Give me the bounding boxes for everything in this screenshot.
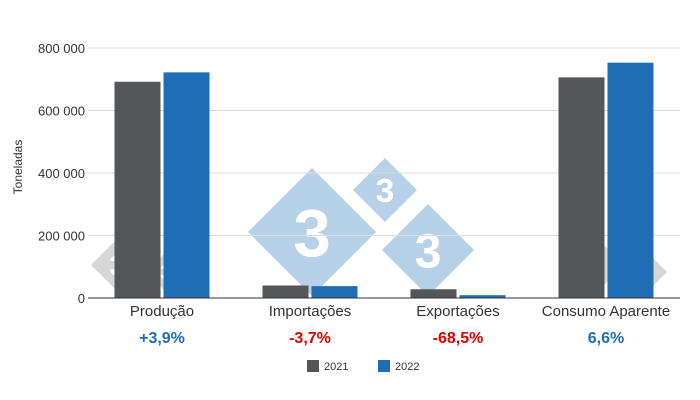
category-labels: Produção Importações Exportações Consumo Ap… [130,303,670,320]
legend-label-2022: 2022 [395,361,419,373]
bar-2022-0 [163,72,210,298]
bars [114,62,654,298]
y-tick-label: 800 000 [38,41,85,56]
bar-2022-3 [607,62,654,298]
legend-swatch-2021 [307,360,319,372]
bar-2021-0 [114,81,161,298]
bar-2022-2 [459,295,506,298]
watermark-diamond: 3 [382,204,474,296]
change-labels: +3,9% -3,7% -68,5% 6,6% [139,330,624,347]
y-tick-label: 0 [78,291,85,306]
category-label: Produção [130,303,194,320]
change-label: +3,9% [139,330,185,347]
category-label: Exportações [416,303,499,320]
watermark-diamond: 3 [353,158,417,222]
bar-2021-3 [558,77,605,298]
legend-swatch-2022 [378,360,390,372]
bar-2021-1 [262,285,309,298]
change-label: 6,6% [588,330,624,347]
legend-label-2021: 2021 [324,361,348,373]
watermark-diamond: 3 [248,168,376,296]
bar-2022-1 [311,286,358,298]
y-tick-label: 600 000 [38,104,85,119]
y-axis-label: Toneladas [11,140,25,195]
y-tick-label: 400 000 [38,166,85,181]
category-label: Consumo Aparente [542,303,670,320]
watermark-digit: 3 [376,173,395,210]
category-label: Importações [269,303,352,320]
change-label: -3,7% [289,330,331,347]
y-tick-label: 200 000 [38,229,85,244]
change-label: -68,5% [433,330,484,347]
legend: 2021 2022 [307,360,419,373]
watermark-digit: 3 [415,224,442,278]
watermark-digit: 3 [293,196,330,271]
y-axis-ticks: 0 200 000 400 000 600 000 800 000 [38,41,85,306]
bar-2021-2 [410,289,457,298]
